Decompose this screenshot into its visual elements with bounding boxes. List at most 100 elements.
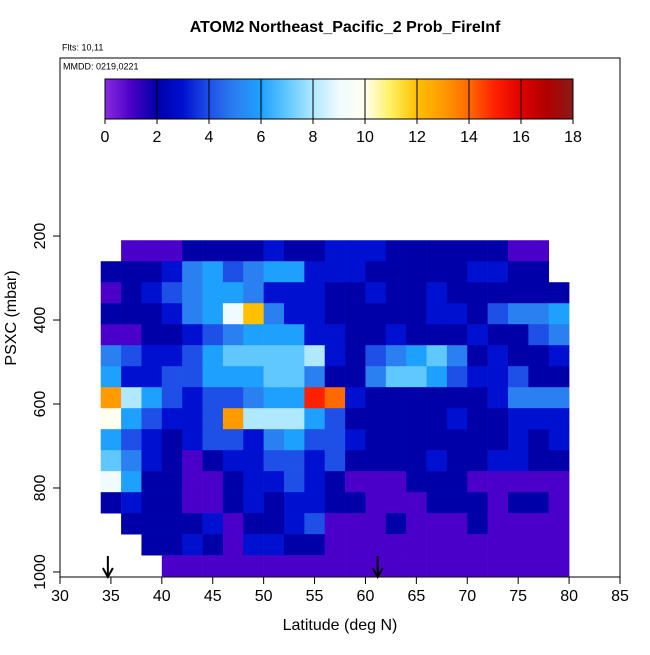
heat-cell <box>100 345 122 367</box>
heat-cell <box>222 282 244 304</box>
y-tick-label: 1000 <box>32 554 49 590</box>
heat-cell <box>528 303 550 325</box>
heat-cell <box>284 534 305 556</box>
heat-cell <box>508 282 529 304</box>
heat-cell <box>141 408 163 430</box>
heat-cell <box>161 429 183 451</box>
heat-cell <box>548 450 570 472</box>
heat-cell <box>324 324 346 346</box>
heat-cell <box>121 261 142 283</box>
heat-cell <box>345 429 366 451</box>
heat-cell <box>141 240 163 262</box>
heat-cell <box>100 366 122 388</box>
heat-cell <box>304 282 326 304</box>
colorbar-tick-label: 16 <box>512 129 530 146</box>
heat-cell <box>263 471 285 493</box>
heat-cell <box>467 387 488 409</box>
heat-cell <box>467 240 488 262</box>
heat-cell <box>182 345 203 367</box>
heat-cell <box>426 429 448 451</box>
colorbar-tick-label: 12 <box>408 129 426 146</box>
heat-cell <box>182 408 203 430</box>
heat-cell <box>324 555 346 577</box>
heat-cell <box>161 303 183 325</box>
heat-cell <box>385 261 407 283</box>
heat-cell <box>284 450 305 472</box>
heat-cell <box>406 555 427 577</box>
heat-cell <box>446 240 468 262</box>
heat-cell <box>426 387 448 409</box>
heat-cell <box>487 303 509 325</box>
heat-cell <box>406 366 427 388</box>
heat-cell <box>528 408 550 430</box>
heat-cell <box>202 492 224 514</box>
heat-cell <box>263 408 285 430</box>
heat-cell <box>243 240 264 262</box>
heat-cell <box>446 261 468 283</box>
heat-cell <box>121 471 142 493</box>
heat-cell <box>222 387 244 409</box>
heat-cell <box>385 366 407 388</box>
heat-cell <box>243 366 264 388</box>
heat-cell <box>528 450 550 472</box>
heat-cell <box>365 324 387 346</box>
heat-cell <box>161 534 183 556</box>
heat-cell <box>324 261 346 283</box>
heat-cell <box>202 471 224 493</box>
heat-cell <box>263 555 285 577</box>
heat-cell <box>446 366 468 388</box>
heat-cell <box>365 303 387 325</box>
heat-cell <box>446 534 468 556</box>
heat-cell <box>161 366 183 388</box>
heat-cell <box>100 429 122 451</box>
heat-cell <box>345 387 366 409</box>
heat-cell <box>324 513 346 535</box>
heat-cell <box>161 282 183 304</box>
heat-cell <box>222 555 244 577</box>
heat-cell <box>141 261 163 283</box>
heat-cell <box>324 282 346 304</box>
heat-cell <box>345 345 366 367</box>
heat-cell <box>284 324 305 346</box>
heat-cell <box>365 261 387 283</box>
heat-cell <box>508 492 529 514</box>
heat-cell <box>467 366 488 388</box>
heat-cell <box>182 555 203 577</box>
heat-cell <box>345 513 366 535</box>
heat-cell <box>467 324 488 346</box>
heat-cell <box>182 471 203 493</box>
heat-cell <box>324 240 346 262</box>
heat-cell <box>345 282 366 304</box>
heat-cell <box>324 534 346 556</box>
heat-cell <box>121 240 142 262</box>
heat-cell <box>548 534 570 556</box>
heat-cell <box>263 303 285 325</box>
heat-cell <box>406 261 427 283</box>
heat-cell <box>161 324 183 346</box>
heat-cell <box>284 282 305 304</box>
heat-cell <box>385 555 407 577</box>
heat-cell <box>508 240 529 262</box>
heat-cell <box>406 471 427 493</box>
heat-cell <box>202 555 224 577</box>
heat-cell <box>446 387 468 409</box>
heat-cell <box>161 513 183 535</box>
heat-cell <box>385 282 407 304</box>
heat-cell <box>446 492 468 514</box>
heat-cell <box>182 513 203 535</box>
x-tick-label: 30 <box>51 588 69 605</box>
heat-cell <box>385 534 407 556</box>
heat-cell <box>202 366 224 388</box>
heat-cell <box>365 240 387 262</box>
heat-cell <box>100 303 122 325</box>
heat-cell <box>182 366 203 388</box>
heat-cell <box>365 429 387 451</box>
y-tick-label: 600 <box>32 391 49 418</box>
heat-cell <box>202 345 224 367</box>
heat-cell <box>121 408 142 430</box>
heat-cell <box>467 261 488 283</box>
heat-cell <box>243 429 264 451</box>
heat-cell <box>426 261 448 283</box>
heat-cell <box>100 387 122 409</box>
heat-cell <box>446 429 468 451</box>
